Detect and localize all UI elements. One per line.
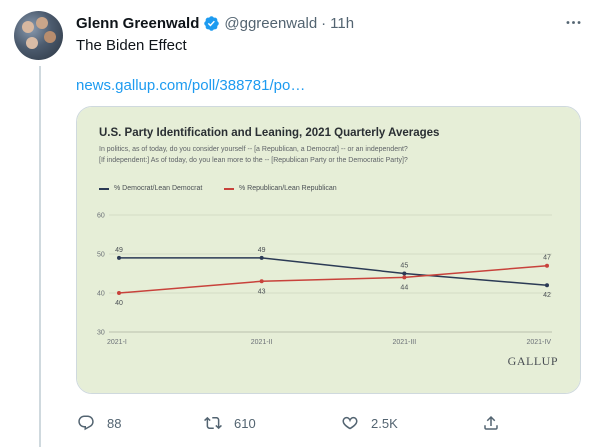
avatar-face: [22, 21, 34, 33]
legend-item-democrat: % Democrat/Lean Democrat: [99, 185, 202, 192]
line-chart: 30 40 50 60 2021-I 2021-II 2021-III 2021-IV 49 49…: [97, 213, 552, 346]
timestamp[interactable]: 11h: [330, 14, 355, 32]
data-point: [117, 291, 121, 295]
data-point: [545, 263, 549, 268]
retweet-count: 610: [234, 415, 256, 431]
avatar-face: [36, 17, 48, 29]
legend-swatch: [224, 187, 234, 190]
x-tick-label: 2021-I: [107, 339, 127, 346]
display-name[interactable]: Glenn Greenwald: [76, 14, 200, 32]
y-tick-label: 60: [97, 213, 105, 220]
retweet-button[interactable]: 610: [204, 414, 256, 432]
data-point: [402, 275, 407, 280]
media-card[interactable]: U.S. Party Identification and Leaning, 2…: [76, 106, 581, 394]
y-tick-label: 50: [97, 252, 105, 259]
chart-title: U.S. Party Identification and Leaning, 2…: [99, 127, 440, 139]
legend-label: % Democrat/Lean Democrat: [114, 185, 203, 192]
y-tick-label: 30: [97, 330, 105, 337]
legend-swatch: [99, 187, 109, 190]
avatar[interactable]: [14, 11, 63, 60]
tweet-link[interactable]: news.gallup.com/poll/388781/po…: [76, 77, 306, 94]
data-label: 47: [543, 255, 551, 262]
data-point: [117, 255, 121, 260]
gallup-logo: GALLUP: [507, 354, 558, 368]
data-label: 43: [258, 288, 266, 295]
reply-icon: [78, 415, 94, 431]
data-label: 42: [543, 292, 551, 299]
chart-subtitle: In politics, as of today, do you conside…: [99, 146, 408, 153]
chart-subtitle: [If independent:] As of today, do you le…: [99, 157, 408, 164]
avatar-face: [44, 31, 56, 43]
series-line: [118, 264, 548, 294]
data-point: [402, 271, 407, 276]
tweet-actions: 88 610 2.5K: [0, 414, 598, 438]
data-label: 44: [400, 284, 408, 291]
data-point: [545, 283, 549, 288]
series-line: [119, 257, 548, 286]
thread-line: [39, 66, 41, 447]
verified-badge-icon: [203, 15, 220, 32]
data-label: 49: [258, 247, 266, 254]
reply-button[interactable]: 88: [77, 414, 121, 432]
data-point: [259, 255, 264, 260]
x-tick-label: 2021-II: [251, 339, 273, 346]
x-tick-label: 2021-IV: [526, 339, 551, 346]
heart-icon: [342, 416, 358, 430]
like-button[interactable]: 2.5K: [341, 414, 398, 432]
data-label: 40: [115, 300, 123, 307]
separator: ·: [321, 14, 327, 32]
avatar-face: [26, 37, 38, 49]
more-icon[interactable]: [562, 12, 584, 32]
y-tick-label: 40: [97, 291, 105, 298]
data-point: [259, 279, 264, 284]
like-count: 2.5K: [371, 415, 398, 431]
x-tick-label: 2021-III: [392, 339, 416, 346]
tweet-text: The Biden Effect: [76, 37, 187, 54]
reply-count: 88: [107, 415, 122, 431]
data-label: 45: [400, 263, 408, 270]
user-handle[interactable]: @ggreenwald: [224, 14, 318, 32]
data-label: 49: [115, 247, 123, 254]
share-icon: [484, 415, 498, 430]
tweet-header: Glenn Greenwald @ggreenwald · 11h: [76, 13, 354, 33]
legend-label: % Republican/Lean Republican: [239, 185, 337, 192]
retweet-icon: [204, 416, 222, 430]
legend-item-republican: % Republican/Lean Republican: [224, 185, 337, 192]
chart-image: U.S. Party Identification and Leaning, 2…: [77, 107, 580, 393]
share-button[interactable]: [482, 414, 512, 432]
